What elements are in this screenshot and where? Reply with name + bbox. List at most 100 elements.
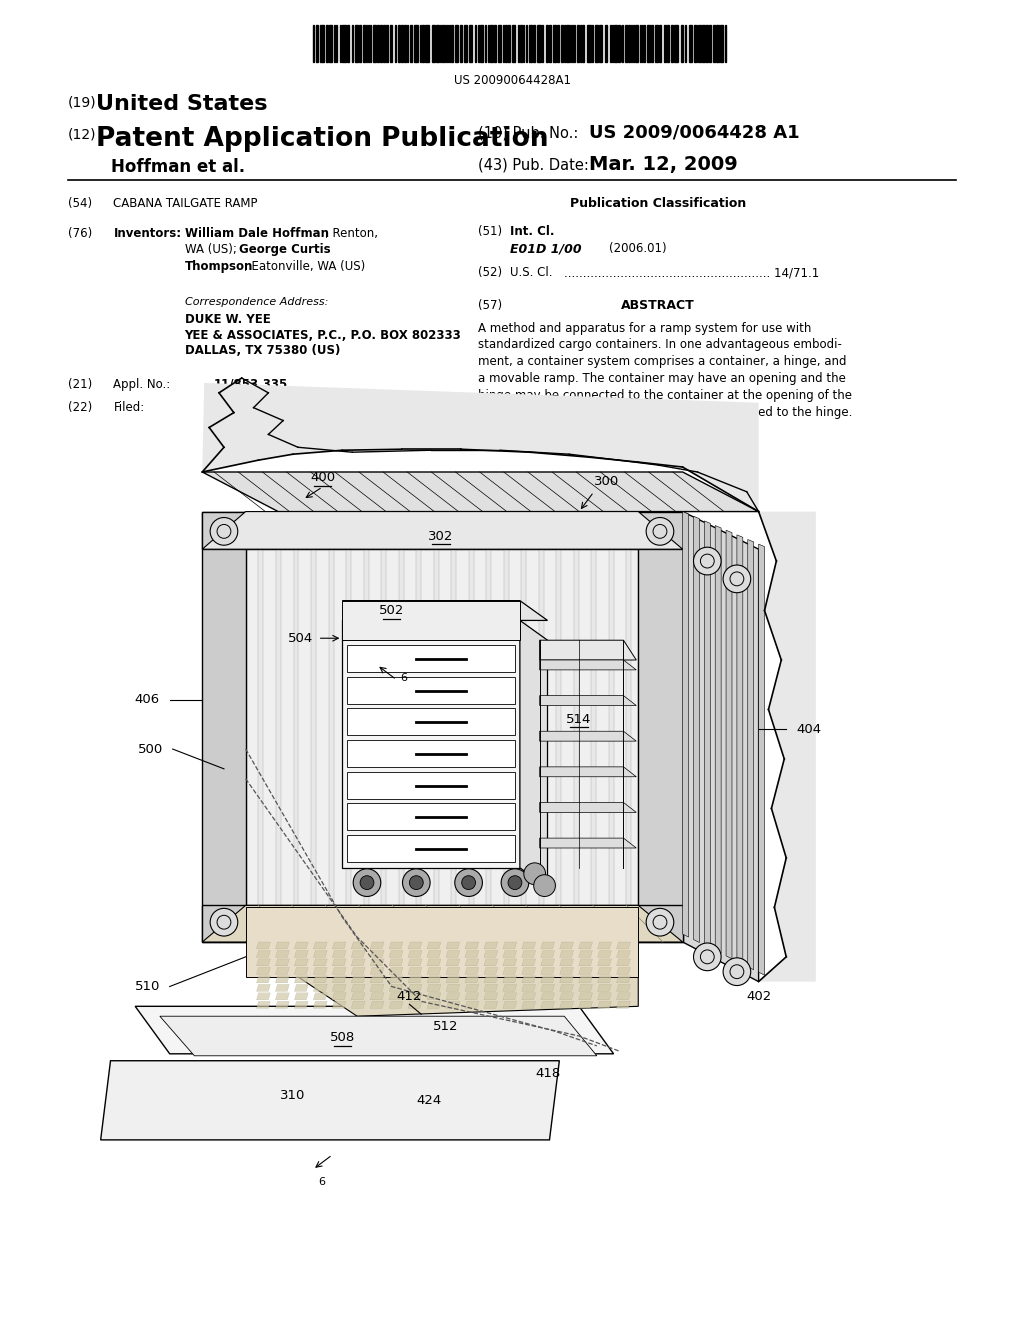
Bar — [331, 25, 333, 62]
Polygon shape — [398, 549, 403, 906]
Bar — [464, 25, 467, 62]
Polygon shape — [100, 1061, 559, 1140]
Bar — [508, 25, 510, 62]
Polygon shape — [409, 993, 422, 999]
Polygon shape — [333, 958, 346, 966]
Polygon shape — [598, 958, 611, 966]
Polygon shape — [427, 985, 441, 991]
Polygon shape — [737, 535, 742, 965]
Circle shape — [646, 908, 674, 936]
Bar — [422, 25, 424, 62]
Text: Int. Cl.: Int. Cl. — [510, 224, 555, 238]
Polygon shape — [541, 958, 555, 966]
Polygon shape — [579, 968, 593, 974]
Text: ....................................................... 14/71.1: ........................................… — [564, 267, 819, 280]
Polygon shape — [371, 958, 384, 966]
Bar — [688, 25, 691, 62]
Polygon shape — [579, 958, 593, 966]
Polygon shape — [347, 836, 515, 862]
Polygon shape — [347, 804, 515, 830]
Text: William Dale Hoffman: William Dale Hoffman — [184, 227, 329, 240]
Bar — [674, 25, 678, 62]
Polygon shape — [503, 968, 517, 974]
Text: (10) Pub. No.:: (10) Pub. No.: — [478, 125, 579, 141]
Polygon shape — [389, 958, 403, 966]
Polygon shape — [465, 958, 479, 966]
Text: CABANA TAILGATE RAMP: CABANA TAILGATE RAMP — [114, 197, 258, 210]
Polygon shape — [295, 958, 308, 966]
Text: Mar. 12, 2009: Mar. 12, 2009 — [589, 156, 737, 174]
Polygon shape — [416, 549, 421, 906]
Polygon shape — [521, 549, 526, 906]
Polygon shape — [503, 950, 517, 957]
Polygon shape — [295, 968, 308, 974]
Text: Appl. No.:: Appl. No.: — [114, 378, 171, 391]
Bar — [561, 25, 563, 62]
Text: Filed:: Filed: — [114, 401, 144, 413]
Polygon shape — [275, 968, 289, 974]
Polygon shape — [484, 950, 498, 957]
Text: 11/853,335: 11/853,335 — [214, 378, 289, 391]
Polygon shape — [503, 993, 517, 999]
Text: Correspondence Address:: Correspondence Address: — [184, 297, 328, 306]
Polygon shape — [371, 975, 384, 983]
Bar — [342, 25, 346, 62]
Text: (12): (12) — [69, 128, 96, 141]
Polygon shape — [616, 1002, 631, 1008]
Text: a movable ramp. The container may have an opening and the: a movable ramp. The container may have a… — [478, 372, 847, 385]
Text: DALLAS, TX 75380 (US): DALLAS, TX 75380 (US) — [184, 345, 340, 358]
Bar — [442, 25, 444, 62]
Polygon shape — [135, 1006, 613, 1053]
Polygon shape — [342, 620, 520, 867]
Polygon shape — [346, 549, 351, 906]
Polygon shape — [683, 512, 688, 937]
Bar — [469, 25, 472, 62]
Polygon shape — [389, 942, 403, 949]
Polygon shape — [446, 950, 460, 957]
Bar — [319, 25, 324, 62]
Polygon shape — [539, 549, 544, 906]
Polygon shape — [160, 1016, 597, 1056]
Polygon shape — [540, 640, 636, 660]
Polygon shape — [503, 985, 517, 991]
Text: (51): (51) — [478, 224, 503, 238]
Circle shape — [402, 869, 430, 896]
Bar — [546, 25, 549, 62]
Polygon shape — [246, 942, 638, 1016]
Polygon shape — [371, 942, 384, 949]
Polygon shape — [560, 968, 573, 974]
Polygon shape — [446, 942, 460, 949]
Polygon shape — [484, 942, 498, 949]
Polygon shape — [715, 525, 721, 953]
Text: 412: 412 — [396, 990, 422, 1003]
Polygon shape — [295, 1002, 308, 1008]
Text: ABSTRACT: ABSTRACT — [622, 298, 695, 312]
Polygon shape — [203, 383, 759, 512]
Polygon shape — [351, 975, 366, 983]
Polygon shape — [409, 975, 422, 983]
Polygon shape — [541, 985, 555, 991]
Bar — [587, 25, 591, 62]
Polygon shape — [329, 549, 334, 906]
Polygon shape — [616, 985, 631, 991]
Polygon shape — [484, 975, 498, 983]
Text: Hoffman et al.: Hoffman et al. — [111, 158, 245, 177]
Polygon shape — [333, 975, 346, 983]
Polygon shape — [427, 958, 441, 966]
Polygon shape — [616, 958, 631, 966]
Bar — [557, 25, 559, 62]
Polygon shape — [427, 968, 441, 974]
Polygon shape — [705, 521, 711, 948]
Polygon shape — [504, 549, 509, 906]
Polygon shape — [257, 975, 270, 983]
Polygon shape — [638, 512, 683, 942]
Text: 514: 514 — [566, 713, 592, 726]
Bar — [490, 25, 494, 62]
Circle shape — [723, 958, 751, 986]
Polygon shape — [465, 942, 479, 949]
Polygon shape — [592, 549, 596, 906]
Polygon shape — [748, 540, 754, 970]
Polygon shape — [203, 906, 683, 942]
Bar — [710, 25, 712, 62]
Polygon shape — [295, 985, 308, 991]
